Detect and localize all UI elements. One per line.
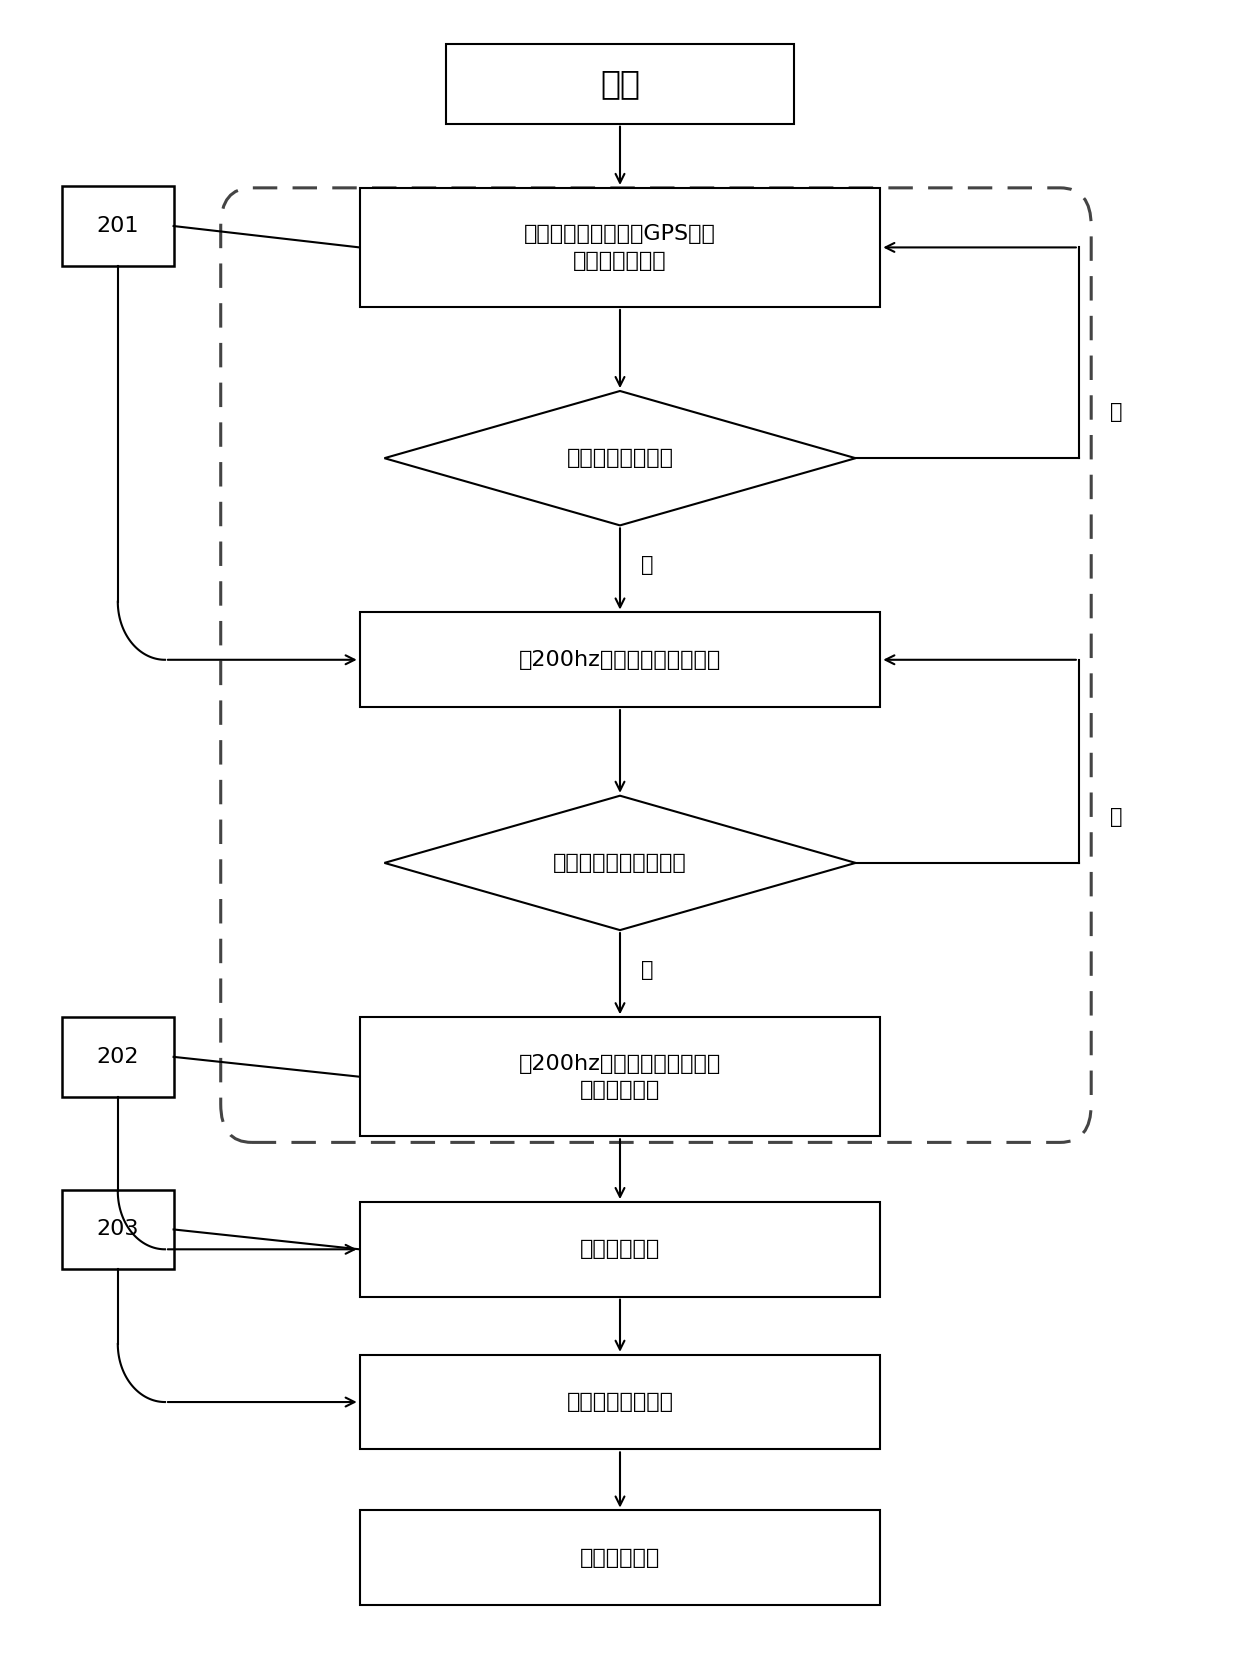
Text: 滑动滤波去噪: 滑动滤波去噪 xyxy=(580,1240,660,1260)
Text: 否: 否 xyxy=(1110,403,1122,422)
Bar xyxy=(446,44,794,124)
Text: 否: 否 xyxy=(1110,806,1122,827)
Text: 划分重叠时间窗口: 划分重叠时间窗口 xyxy=(567,1393,673,1411)
Text: 是否接近公交车站: 是否接近公交车站 xyxy=(567,449,673,469)
Text: 是否识别到上楼梯动作: 是否识别到上楼梯动作 xyxy=(553,853,687,874)
Bar xyxy=(360,1354,880,1450)
Text: 持续比对智能设备的GPS数据
与车站位置信息: 持续比对智能设备的GPS数据 与车站位置信息 xyxy=(525,223,715,270)
Polygon shape xyxy=(384,796,856,931)
Bar xyxy=(360,613,880,707)
Text: 201: 201 xyxy=(97,217,139,235)
Bar xyxy=(62,1189,174,1268)
Text: 开始: 开始 xyxy=(600,67,640,101)
Bar xyxy=(360,188,880,307)
Text: 203: 203 xyxy=(97,1220,139,1240)
Bar xyxy=(62,1016,174,1097)
Bar xyxy=(360,1016,880,1136)
Text: 是: 是 xyxy=(641,959,653,979)
Text: 以200hz的频率持续采集并存
储传感器数据: 以200hz的频率持续采集并存 储传感器数据 xyxy=(518,1053,722,1100)
Text: 动作识别模块: 动作识别模块 xyxy=(580,1547,660,1567)
Text: 以200hz的频率持续采集数据: 以200hz的频率持续采集数据 xyxy=(518,650,722,670)
Text: 202: 202 xyxy=(97,1047,139,1067)
Text: 是: 是 xyxy=(641,554,653,575)
Bar xyxy=(360,1510,880,1604)
Bar xyxy=(62,186,174,265)
Bar xyxy=(360,1201,880,1297)
Polygon shape xyxy=(384,391,856,526)
